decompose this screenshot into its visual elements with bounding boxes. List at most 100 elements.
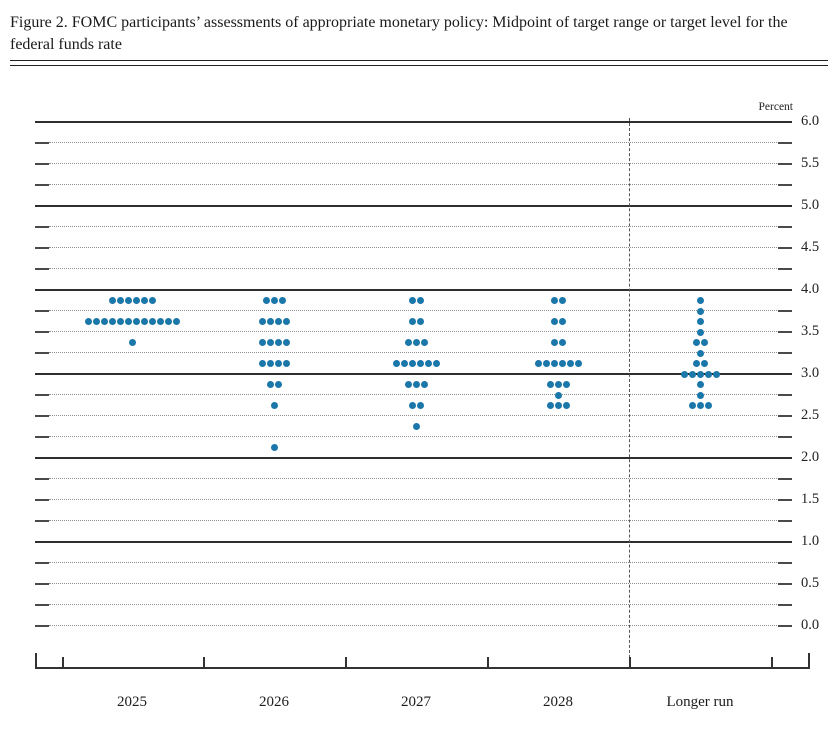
gridline-right-tick — [778, 268, 792, 270]
x-category-label: Longer run — [666, 694, 734, 710]
participant-dot — [266, 318, 274, 325]
participant-dot — [274, 360, 282, 367]
participant-dot — [132, 297, 140, 304]
participant-dot — [412, 339, 420, 346]
participant-dot — [696, 391, 704, 399]
participant-dot — [266, 339, 274, 346]
participant-dot — [688, 402, 696, 409]
participant-dot — [558, 318, 566, 325]
gridline-left-tick — [35, 520, 49, 522]
participant-dot — [696, 297, 704, 304]
gridline-right-tick — [778, 310, 792, 312]
participant-dot — [156, 318, 164, 325]
gridline-right-tick — [778, 604, 792, 606]
gridline-right-tick — [778, 499, 792, 501]
participant-dot — [554, 391, 562, 399]
participant-dot — [704, 370, 712, 378]
participant-dot — [696, 402, 704, 409]
y-axis-label: 6.0 — [801, 113, 820, 129]
gridline-dotted — [49, 436, 777, 437]
participant-dot — [92, 318, 100, 325]
participant-dot — [282, 360, 290, 367]
x-category-label: 2028 — [543, 694, 573, 710]
participant-dot — [546, 381, 554, 388]
participant-dot — [84, 318, 92, 325]
participant-dot — [700, 339, 708, 346]
y-axis-label: 4.5 — [801, 239, 820, 255]
participant-dot — [562, 402, 570, 409]
x-axis-corner-tick — [35, 653, 37, 667]
gridline-right-tick — [778, 163, 792, 165]
gridline-right-tick — [778, 226, 792, 228]
participant-dot — [546, 402, 554, 409]
participant-dot — [148, 318, 156, 325]
participant-dot — [282, 339, 290, 346]
y-axis-label: 3.0 — [801, 365, 820, 381]
participant-dot — [412, 381, 420, 388]
gridline-solid — [35, 289, 792, 291]
x-axis-line — [35, 667, 810, 669]
x-axis-corner-tick — [808, 653, 810, 667]
participant-dot — [124, 297, 132, 304]
gridline-left-tick — [35, 352, 49, 354]
gridline-left-tick — [35, 331, 49, 333]
gridline-dotted — [49, 415, 777, 416]
participant-dot — [688, 370, 696, 378]
participant-dot — [542, 360, 550, 367]
participant-dot — [108, 297, 116, 304]
participant-dot — [420, 339, 428, 346]
gridline-right-tick — [778, 352, 792, 354]
participant-dot — [270, 297, 278, 304]
gridline-right-tick — [778, 562, 792, 564]
participant-dot — [534, 360, 542, 367]
x-axis-tick — [203, 657, 205, 667]
participant-dot — [274, 339, 282, 346]
participant-dot — [696, 370, 704, 378]
participant-dot — [108, 318, 116, 325]
gridline-right-tick — [778, 247, 792, 249]
gridline-left-tick — [35, 604, 49, 606]
gridline-dotted — [49, 520, 777, 521]
y-axis-label: 0.5 — [801, 575, 820, 591]
gridline-right-tick — [778, 331, 792, 333]
y-axis-label: 1.0 — [801, 533, 820, 549]
participant-dot — [278, 297, 286, 304]
gridline-solid — [35, 541, 792, 543]
figure-title: Figure 2. FOMC participants’ assessments… — [10, 14, 788, 54]
y-axis-label: 2.0 — [801, 449, 820, 465]
gridline-dotted — [49, 352, 777, 353]
x-category-label: 2027 — [401, 694, 431, 710]
gridline-left-tick — [35, 394, 49, 396]
participant-dot — [408, 402, 416, 409]
participant-dot — [392, 360, 400, 367]
participant-dot — [696, 381, 704, 388]
participant-dot — [140, 318, 148, 325]
participant-dot — [700, 360, 708, 367]
gridline-left-tick — [35, 415, 49, 417]
participant-dot — [558, 360, 566, 367]
participant-dot — [258, 318, 266, 325]
title-separator-rule — [10, 60, 828, 66]
participant-dot — [696, 328, 704, 336]
x-axis-tick — [345, 657, 347, 667]
participant-dot — [696, 307, 704, 315]
gridline-dotted — [49, 226, 777, 227]
participant-dot — [258, 360, 266, 367]
gridline-right-tick — [778, 478, 792, 480]
longer-run-divider — [629, 118, 630, 668]
gridline-dotted — [49, 163, 777, 164]
y-axis-label: 0.0 — [801, 617, 820, 633]
gridline-left-tick — [35, 268, 49, 270]
gridline-solid — [35, 373, 792, 375]
y-axis-label: 1.5 — [801, 491, 820, 507]
gridline-right-tick — [778, 142, 792, 144]
gridline-dotted — [49, 184, 777, 185]
participant-dot — [262, 297, 270, 304]
participant-dot — [416, 402, 424, 409]
gridline-left-tick — [35, 310, 49, 312]
participant-dot — [416, 297, 424, 304]
participant-dot — [116, 297, 124, 304]
participant-dot — [550, 297, 558, 304]
participant-dot — [164, 318, 172, 325]
participant-dot — [558, 339, 566, 346]
